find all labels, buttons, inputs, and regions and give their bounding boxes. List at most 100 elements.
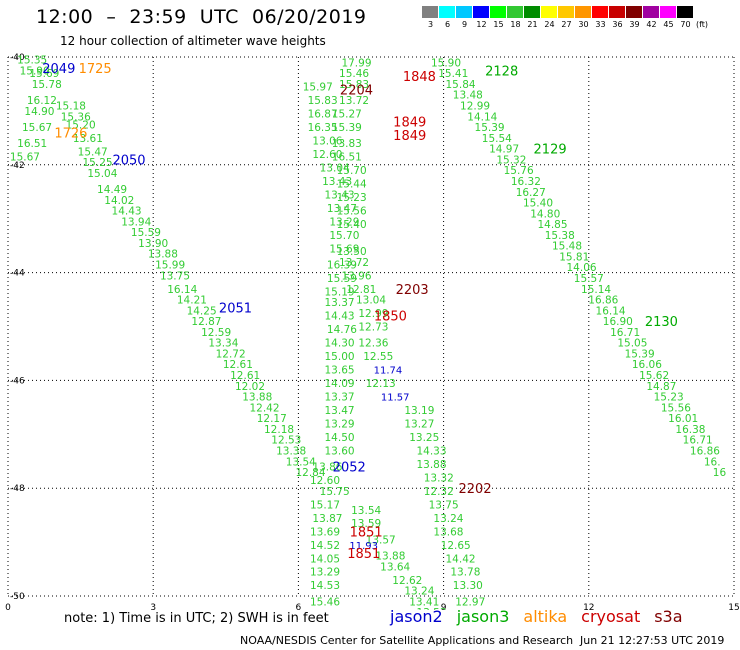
- swh-value: 12.62: [392, 575, 422, 587]
- satellite-legend: jason2 jason3 altika cryosat s3a: [390, 607, 683, 626]
- swh-value: 13.25: [409, 432, 439, 444]
- color-swatch: [660, 6, 677, 18]
- pass-number-label: 1849: [393, 116, 426, 131]
- chart-grid: [7, 56, 735, 597]
- color-swatch: [558, 6, 575, 18]
- swh-value: 15.00: [325, 351, 355, 363]
- swh-value: 13.24: [404, 586, 434, 598]
- x-tick-label: 6: [296, 603, 302, 610]
- swh-value: 15.90: [431, 57, 461, 69]
- swh-value: 16.87: [308, 109, 338, 121]
- x-tick-label: 9: [441, 603, 447, 610]
- color-scale-cell: 9: [456, 6, 473, 29]
- swh-value: 15.90: [20, 65, 50, 77]
- swh-value: 15.39: [625, 348, 655, 360]
- swh-value: 13.75: [429, 499, 459, 511]
- swh-value: 12.59: [201, 327, 231, 339]
- swh-value: 13.65: [325, 365, 355, 377]
- swh-value: 15.59: [131, 227, 161, 239]
- swh-value: 12.60: [310, 475, 340, 487]
- y-tick-label: -40: [10, 53, 25, 63]
- color-scale-cell: 24: [541, 6, 558, 29]
- swh-value: 14.21: [177, 295, 207, 307]
- color-scale-label: 21: [527, 20, 538, 29]
- swh-value: 13.72: [339, 257, 369, 269]
- swh-value: 14.33: [416, 445, 446, 457]
- swh-value: 13.69: [310, 526, 340, 538]
- swh-value: 15.38: [545, 230, 575, 242]
- swh-value: 13.83: [332, 138, 362, 150]
- swh-value: 14.25: [187, 305, 217, 317]
- pass-number-label: 2129: [534, 143, 567, 158]
- swh-value: 13.24: [433, 513, 463, 525]
- swh-value: 16.51: [17, 138, 47, 150]
- swh-value-special: 11.93: [349, 541, 378, 552]
- swh-value: 13.50: [337, 246, 367, 258]
- pass-number-label: 1850: [374, 310, 407, 325]
- swh-value: 13.04: [320, 162, 350, 174]
- swh-value: 16.01: [668, 413, 698, 425]
- swh-value: 12.65: [441, 540, 471, 552]
- swh-value: 13.94: [121, 216, 151, 228]
- color-scale-label: 33: [595, 20, 606, 29]
- color-scale-cell: 42: [643, 6, 660, 29]
- pass-number-label: 2203: [396, 283, 429, 298]
- x-tick-label: 3: [150, 603, 156, 610]
- swh-value: 13.88: [242, 392, 272, 404]
- color-scale-cell: 12: [473, 6, 490, 29]
- legend-item-s3a: s3a: [654, 607, 683, 626]
- swh-value: 13.75: [160, 270, 190, 282]
- swh-value: 12.55: [363, 351, 393, 363]
- y-tick-label: -44: [10, 269, 25, 279]
- swh-value: 13.47: [327, 203, 357, 215]
- swh-value: 12.36: [358, 338, 388, 350]
- color-scale-label: 42: [646, 20, 657, 29]
- color-scale-label: 45: [663, 20, 674, 29]
- color-swatch: [592, 6, 609, 18]
- swh-value: 15.40: [337, 219, 367, 231]
- swh-value: 17.99: [341, 57, 371, 69]
- pass-number-label: 2128: [485, 64, 518, 79]
- swh-value: 13.88: [148, 249, 178, 261]
- swh-value: 13.04: [356, 295, 386, 307]
- swh-value: 13.54: [351, 505, 381, 517]
- pass-number-label: 1851: [350, 525, 383, 540]
- swh-value: 15.70: [329, 230, 359, 242]
- color-scale-cell: 3: [422, 6, 439, 29]
- color-swatch: [609, 6, 626, 18]
- swh-value: 12.17: [257, 413, 287, 425]
- swh-value: 13.96: [341, 270, 371, 282]
- swh-value: 15.47: [78, 146, 108, 158]
- swh-value: 14.76: [327, 324, 357, 336]
- swh-value: 13.29: [329, 216, 359, 228]
- swh-value: 13.48: [453, 90, 483, 102]
- swh-value: 13.78: [450, 567, 480, 579]
- swh-value: 15.57: [574, 273, 604, 285]
- swh-value: 14.42: [446, 553, 476, 565]
- chart-title: 12:00 – 23:59 UTC 06/20/2019: [36, 6, 367, 28]
- color-scale-cell: 30: [575, 6, 592, 29]
- swh-value: 15.05: [617, 338, 647, 350]
- swh-value: 12.02: [235, 381, 265, 393]
- swh-value: 14.09: [325, 378, 355, 390]
- pass-number-label: 2049: [42, 62, 75, 77]
- y-tick-label: -48: [10, 484, 25, 494]
- swh-value: 12.73: [358, 322, 388, 334]
- legend-item-jason3: jason3: [456, 607, 510, 626]
- swh-value: 12.99: [358, 308, 388, 320]
- swh-value: 14.87: [646, 381, 676, 393]
- swh-value: 14.50: [325, 432, 355, 444]
- swh-value: 15.44: [337, 179, 367, 191]
- swh-value: 13.37: [325, 392, 355, 404]
- pass-number-label: 1725: [79, 62, 112, 77]
- pass-number-label: 1851: [347, 547, 380, 562]
- color-scale-cell: 15: [490, 6, 507, 29]
- swh-value: 12.97: [455, 596, 485, 608]
- color-scale-label: 6: [444, 20, 451, 29]
- color-swatch: [626, 6, 643, 18]
- swh-value: 12.13: [366, 378, 396, 390]
- color-scale-label: 9: [461, 20, 468, 29]
- pass-number-label: 2130: [645, 315, 678, 330]
- swh-value: 15.59: [327, 273, 357, 285]
- swh-value: 12.99: [460, 101, 490, 113]
